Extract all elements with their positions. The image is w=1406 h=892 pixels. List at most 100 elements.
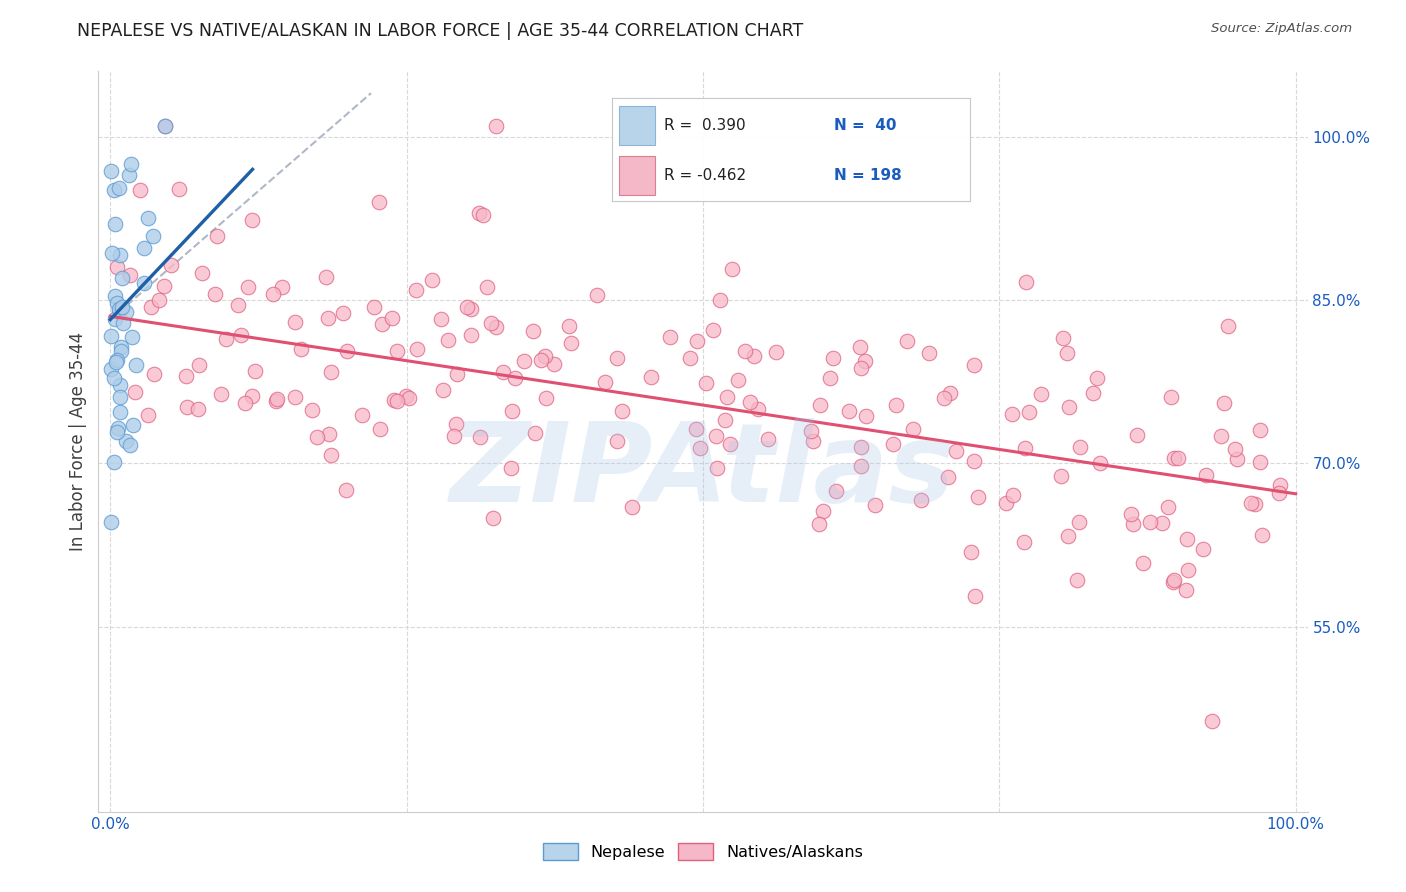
Point bbox=[1066, 574, 1088, 588]
Point bbox=[104, 355, 127, 369]
Point bbox=[932, 391, 955, 405]
Point bbox=[1052, 331, 1074, 345]
Point bbox=[264, 394, 287, 409]
Point bbox=[621, 500, 644, 514]
Point bbox=[695, 376, 717, 390]
Point bbox=[884, 398, 907, 412]
Point bbox=[120, 156, 142, 170]
Point bbox=[387, 343, 409, 358]
Point bbox=[685, 422, 707, 436]
Point bbox=[456, 300, 478, 314]
Point bbox=[967, 490, 990, 504]
Point bbox=[704, 428, 727, 442]
Point bbox=[108, 301, 131, 316]
Point bbox=[612, 404, 634, 418]
Point bbox=[1122, 516, 1144, 531]
Point bbox=[233, 396, 256, 410]
Point bbox=[1056, 346, 1078, 360]
Point bbox=[290, 343, 312, 357]
Point bbox=[229, 328, 252, 343]
Point bbox=[1119, 507, 1142, 521]
Point bbox=[1126, 428, 1149, 442]
Point bbox=[896, 334, 918, 348]
Point bbox=[1029, 387, 1052, 401]
Point bbox=[100, 163, 122, 178]
Point bbox=[503, 371, 526, 385]
Point bbox=[1240, 495, 1263, 509]
Point bbox=[882, 437, 904, 451]
Point bbox=[606, 351, 628, 365]
Point bbox=[1167, 450, 1189, 465]
Point bbox=[1270, 478, 1292, 492]
Point bbox=[395, 389, 418, 403]
Point bbox=[1012, 535, 1035, 549]
Point bbox=[543, 357, 565, 371]
Point bbox=[863, 498, 886, 512]
Point bbox=[1161, 574, 1184, 589]
Point bbox=[965, 589, 987, 603]
Point bbox=[110, 340, 132, 354]
Point bbox=[689, 441, 711, 455]
Point bbox=[443, 429, 465, 443]
Point bbox=[134, 241, 156, 255]
Point bbox=[108, 390, 131, 404]
Point bbox=[444, 417, 467, 431]
Point bbox=[808, 517, 831, 532]
Point bbox=[103, 183, 125, 197]
Point bbox=[1195, 467, 1218, 482]
Point bbox=[1249, 455, 1271, 469]
Point bbox=[318, 426, 340, 441]
Point bbox=[477, 279, 499, 293]
Point bbox=[209, 386, 232, 401]
Point bbox=[849, 459, 872, 474]
Point bbox=[758, 432, 780, 446]
Point bbox=[1223, 442, 1246, 456]
Point bbox=[1157, 500, 1180, 515]
Point bbox=[398, 391, 420, 405]
Point bbox=[558, 319, 581, 334]
Point bbox=[316, 311, 339, 326]
Point bbox=[110, 270, 132, 285]
Point bbox=[429, 312, 451, 326]
Point bbox=[1226, 452, 1249, 467]
Point bbox=[853, 354, 876, 368]
Point bbox=[800, 424, 823, 438]
Point bbox=[1067, 516, 1090, 530]
Point bbox=[849, 441, 872, 455]
Point bbox=[936, 469, 959, 483]
Point bbox=[176, 400, 198, 414]
Point bbox=[115, 304, 138, 318]
Point bbox=[134, 276, 156, 290]
Point bbox=[174, 368, 197, 383]
Point bbox=[122, 417, 145, 432]
Point bbox=[139, 300, 162, 314]
Text: R =  0.390: R = 0.390 bbox=[664, 119, 745, 133]
Point bbox=[108, 378, 131, 392]
Point bbox=[236, 279, 259, 293]
Point bbox=[485, 320, 508, 334]
Point bbox=[918, 346, 941, 360]
Point bbox=[226, 298, 249, 312]
Point bbox=[143, 367, 166, 381]
Point bbox=[284, 315, 307, 329]
Point bbox=[765, 344, 787, 359]
Text: N =  40: N = 40 bbox=[834, 119, 897, 133]
Point bbox=[1213, 396, 1236, 410]
Point bbox=[738, 395, 761, 409]
Point bbox=[849, 340, 872, 354]
Point bbox=[560, 336, 582, 351]
Point bbox=[1267, 485, 1289, 500]
Point bbox=[100, 328, 122, 343]
Point bbox=[536, 391, 558, 405]
Point bbox=[530, 353, 553, 368]
Point bbox=[105, 352, 128, 367]
Point bbox=[945, 444, 967, 458]
Point bbox=[1081, 385, 1104, 400]
Point bbox=[262, 287, 284, 301]
Point bbox=[686, 334, 709, 348]
Point bbox=[1090, 456, 1112, 470]
Point bbox=[460, 302, 482, 317]
Legend: Nepalese, Natives/Alaskans: Nepalese, Natives/Alaskans bbox=[537, 837, 869, 867]
Point bbox=[103, 455, 125, 469]
Point bbox=[1001, 407, 1024, 421]
